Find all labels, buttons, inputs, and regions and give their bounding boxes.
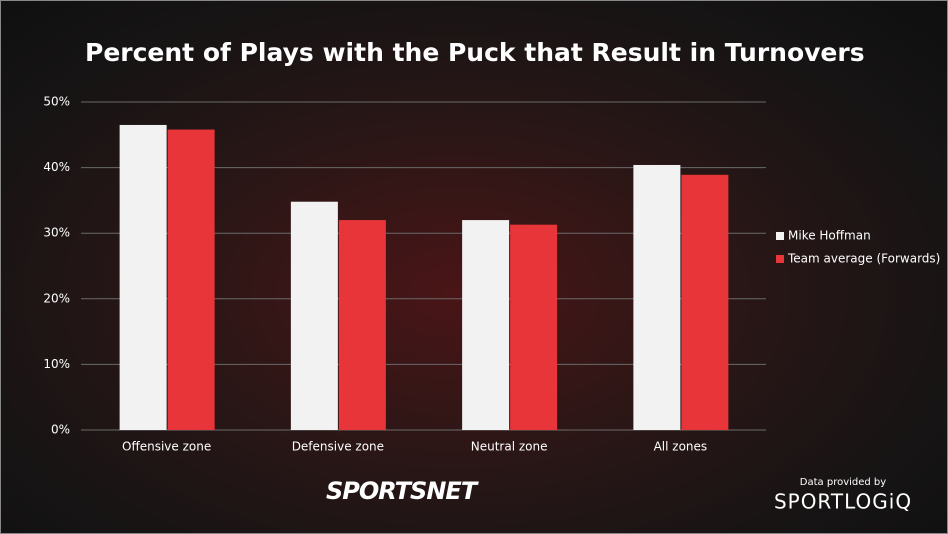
y-tick-label: 50% [43,95,70,109]
y-tick-label: 30% [43,226,70,240]
bar [633,164,681,430]
y-tick-label: 10% [43,357,70,371]
brand-logo: SPORTSNET [326,477,479,505]
x-tick-label: Defensive zone [292,440,384,454]
bar [338,220,386,430]
bar [119,124,167,431]
y-tick-label: 40% [43,160,70,174]
bar [462,220,510,430]
credit-text: Data provided by [800,477,886,488]
x-tick-label: All zones [654,440,708,454]
y-tick-label: 20% [43,291,70,305]
y-tick-label: 0% [51,423,70,437]
chart-title: Percent of Plays with the Puck that Resu… [85,38,865,67]
bar [290,201,338,430]
legend-label: Mike Hoffman [788,229,871,243]
legend-swatch [776,232,784,240]
bar [510,224,558,430]
bar [681,174,729,430]
legend-swatch [776,255,784,263]
x-tick-label: Neutral zone [471,440,548,454]
bar [167,129,215,430]
legend-label: Team average (Forwards) [787,252,940,266]
provider-logo: SPORTLOGiQ [774,490,912,514]
x-tick-label: Offensive zone [122,440,211,454]
